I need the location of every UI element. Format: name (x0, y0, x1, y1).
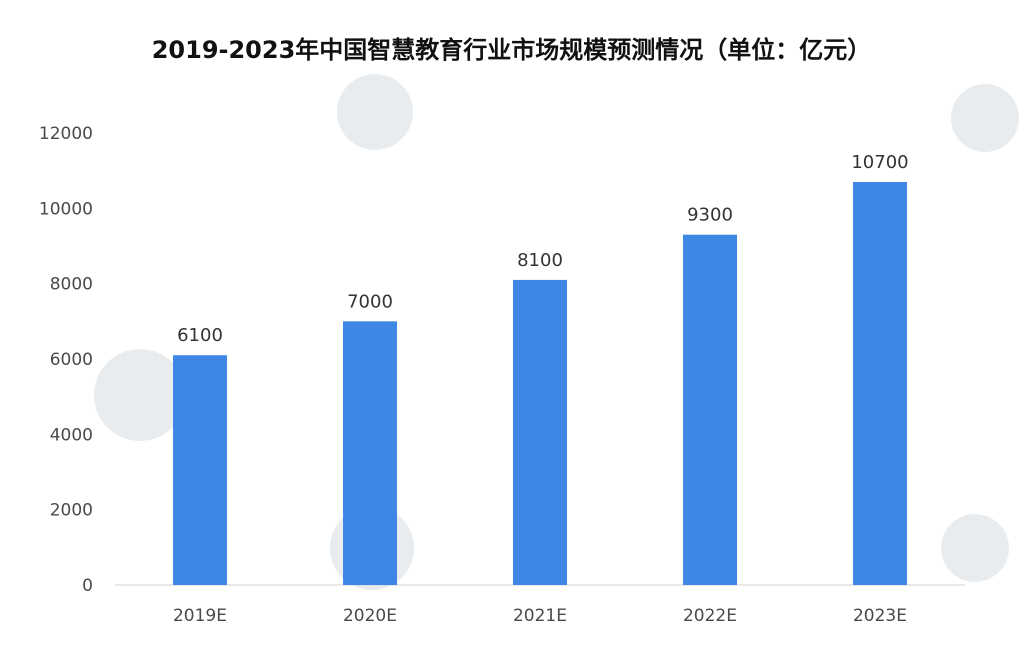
watermark-mark (94, 349, 186, 441)
x-tick-label: 2021E (513, 606, 567, 626)
y-tick-label: 8000 (50, 275, 93, 295)
bar (853, 181, 907, 585)
y-tick-label: 12000 (39, 124, 93, 144)
x-tick-label: 2023E (853, 606, 907, 626)
watermark-mark (951, 84, 1019, 152)
y-tick-label: 10000 (39, 199, 93, 219)
data-label: 7000 (347, 291, 393, 312)
x-tick-label: 2019E (173, 606, 227, 626)
x-tick-label: 2020E (343, 606, 397, 626)
chart-title: 2019-2023年中国智慧教育行业市场规模预测情况（单位：亿元） (151, 36, 872, 64)
bar (683, 234, 737, 585)
bar (513, 279, 567, 585)
data-label: 6100 (177, 325, 223, 346)
y-tick-label: 2000 (50, 501, 93, 521)
data-label: 9300 (687, 205, 733, 226)
data-label: 10700 (851, 152, 908, 173)
y-tick-label: 0 (82, 576, 93, 596)
bar (343, 321, 397, 585)
bar (173, 355, 227, 585)
data-label: 8100 (517, 250, 563, 271)
x-tick-label: 2022E (683, 606, 737, 626)
y-tick-label: 4000 (50, 425, 93, 445)
y-tick-label: 6000 (50, 350, 93, 370)
data-labels: 6100 7000 8100 9300 10700 (177, 152, 909, 346)
axes: 0 2000 4000 6000 8000 10000 12000 2019E 2020E 202… (39, 124, 965, 626)
bars (173, 181, 907, 585)
watermark-mark (337, 74, 413, 150)
watermark-mark (941, 514, 1009, 582)
